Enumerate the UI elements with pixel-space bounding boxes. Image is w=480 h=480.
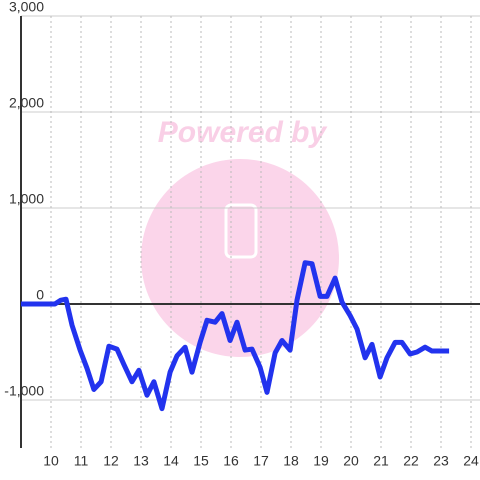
watermark-icon [224,203,258,259]
x-tick-label: 16 [223,453,239,469]
y-tick-label: 1,000 [9,191,44,207]
x-tick-label: 11 [74,453,89,469]
x-tick-label: 23 [433,453,449,469]
data-line [21,260,450,412]
x-tick-label: 21 [373,453,389,469]
x-tick-label: 13 [133,453,149,469]
y-tick-label: 0 [36,287,44,303]
x-tick-label: 14 [163,453,179,469]
x-tick-label: 24 [463,453,479,469]
y-tick-label: -1,000 [4,383,44,399]
x-tick-label: 19 [313,453,329,469]
x-tick-label: 17 [253,453,269,469]
x-tick-label: 12 [103,453,119,469]
x-tick-label: 22 [403,453,419,469]
x-tick-label: 20 [343,453,359,469]
x-tick-label: 15 [193,453,209,469]
x-tick-label: 18 [283,453,299,469]
y-tick-label: 3,000 [9,0,44,15]
y-tick-label: 2,000 [9,95,44,111]
watermark-text: Powered by [158,116,328,149]
x-tick-label: 10 [43,453,59,469]
